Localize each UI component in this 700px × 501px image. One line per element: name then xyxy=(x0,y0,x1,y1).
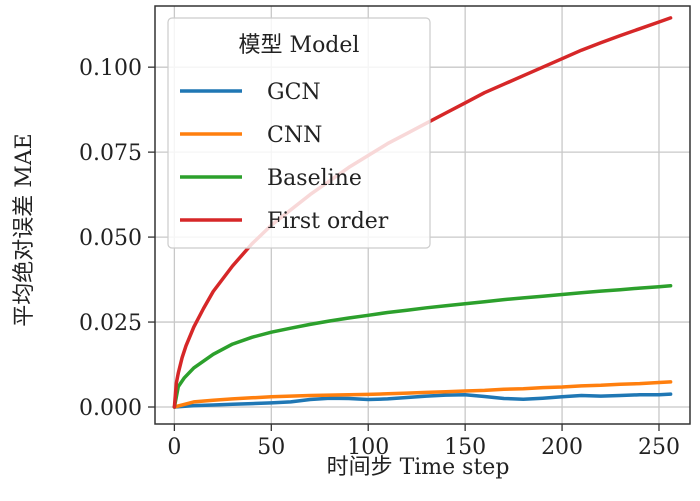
y-axis-label: 平均绝对误差 MAE xyxy=(12,133,37,326)
y-tick-label: 0.000 xyxy=(79,396,142,421)
series-line-gcn xyxy=(172,392,673,409)
x-tick-label: 100 xyxy=(347,435,389,460)
y-tick-label: 0.050 xyxy=(79,226,142,251)
x-tick-label: 250 xyxy=(638,435,680,460)
series-line-baseline xyxy=(172,283,673,409)
legend-title: 模型 Model xyxy=(239,33,360,58)
y-tick-label: 0.100 xyxy=(79,56,142,81)
x-axis-label: 时间步 Time step xyxy=(327,455,510,480)
legend-label-first-order: First order xyxy=(267,209,389,234)
x-tick-label: 0 xyxy=(167,435,181,460)
legend-label-cnn: CNN xyxy=(267,123,322,148)
axes: 0 50 100 150 200 250 0.000 0.025 0.050 0.075 0.100 xyxy=(79,5,691,460)
x-tick-label: 200 xyxy=(541,435,583,460)
y-tick-label: 0.025 xyxy=(79,311,142,336)
plot-frame xyxy=(154,5,691,425)
y-tick-label: 0.075 xyxy=(79,141,142,166)
legend-label-gcn: GCN xyxy=(267,80,321,105)
legend-label-baseline: Baseline xyxy=(267,166,362,191)
x-tick-label: 150 xyxy=(444,435,486,460)
legend-box xyxy=(167,17,431,249)
series-line-cnn xyxy=(172,380,673,409)
x-tick-label: 50 xyxy=(257,435,285,460)
legend: 模型 Model GCN CNN Baseline First order xyxy=(167,17,431,249)
